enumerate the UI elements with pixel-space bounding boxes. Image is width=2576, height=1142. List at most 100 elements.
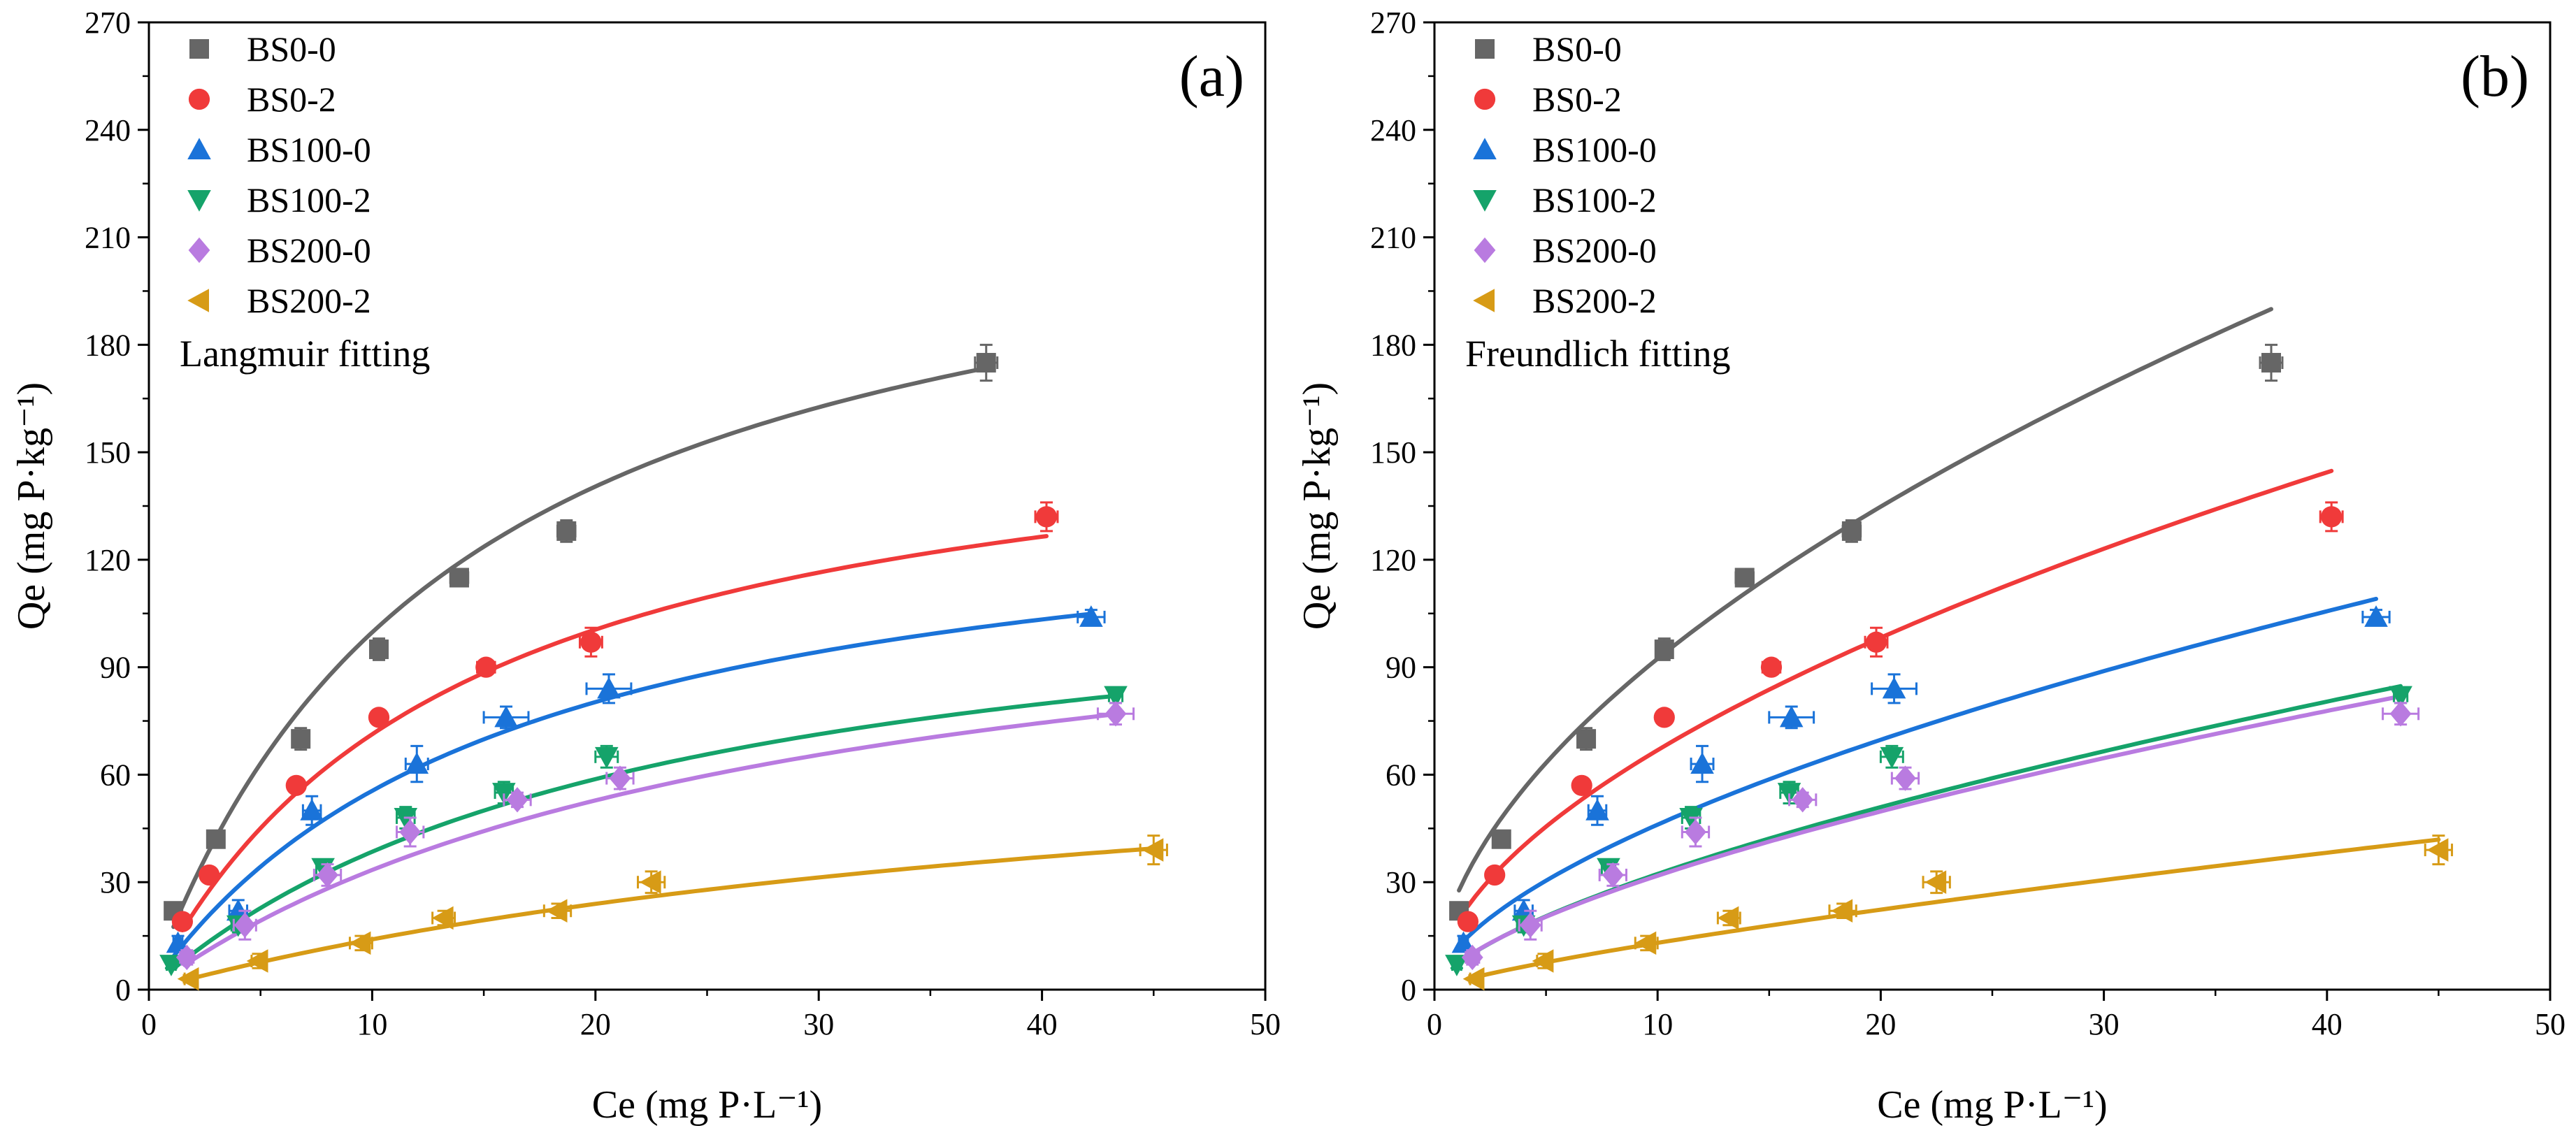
data-point-bs200-0 <box>2389 701 2412 727</box>
data-point-bs0-2 <box>1760 656 1783 678</box>
data-point-bs200-2 <box>2426 838 2449 862</box>
y-axis-label: Qe (mg P·kg⁻¹) <box>10 382 53 630</box>
data-point-bs100-0 <box>1585 798 1609 821</box>
data-point-bs200-2 <box>1532 949 1554 973</box>
y-tick-label: 90 <box>100 651 131 685</box>
data-point-bs100-0 <box>166 931 190 953</box>
data-point-bs100-2 <box>159 955 183 976</box>
data-point-bs100-0 <box>597 677 621 699</box>
legend-marker-bs100-2 <box>1473 190 1497 212</box>
data-point-bs0-0 <box>2261 352 2281 373</box>
data-point-bs200-2 <box>1924 870 1947 895</box>
data-point-bs200-2 <box>431 906 454 930</box>
legend-label: BS100-2 <box>247 180 371 219</box>
legend-label: BS200-0 <box>1532 231 1657 270</box>
data-point-bs100-2 <box>1104 686 1128 708</box>
data-point-bs100-0 <box>1779 705 1804 728</box>
x-tick-label: 40 <box>1027 1007 1058 1041</box>
x-tick-label: 50 <box>1250 1007 1281 1041</box>
y-tick-label: 270 <box>85 6 131 40</box>
x-tick-label: 10 <box>357 1007 387 1041</box>
data-point-bs0-2 <box>2321 506 2343 528</box>
data-point-bs200-2 <box>177 967 199 991</box>
data-point-bs0-0 <box>368 639 389 660</box>
data-point-bs200-0 <box>1461 944 1483 971</box>
data-point-bs0-0 <box>449 568 469 588</box>
data-point-bs0-0 <box>206 829 226 849</box>
legend-marker-bs0-2 <box>1474 88 1496 110</box>
legend-label: BS200-2 <box>247 281 371 320</box>
legend-label: BS0-2 <box>1532 80 1622 119</box>
x-tick-label: 0 <box>1427 1007 1442 1041</box>
x-tick-label: 20 <box>580 1007 611 1041</box>
y-tick-label: 30 <box>1386 865 1416 899</box>
fit-curve-bs200-2 <box>1470 837 2441 981</box>
fit-curve-bs0-2 <box>180 534 1049 932</box>
data-point-bs0-2 <box>199 864 220 886</box>
data-point-bs0-2 <box>1865 631 1887 653</box>
data-point-bs200-2 <box>639 870 661 895</box>
data-point-bs100-0 <box>1882 677 1906 699</box>
y-tick-label: 150 <box>1370 435 1416 470</box>
fitting-annotation: Langmuir fitting <box>180 333 430 375</box>
y-tick-label: 60 <box>100 758 131 792</box>
x-tick-label: 0 <box>141 1007 157 1041</box>
data-point-bs200-2 <box>1462 967 1485 991</box>
fit-curve-bs100-0 <box>1457 596 2378 948</box>
legend-marker-bs100-0 <box>1473 138 1497 159</box>
legend-marker-bs100-2 <box>187 190 211 212</box>
legend-marker-bs200-2 <box>1473 289 1495 312</box>
data-point-bs100-0 <box>1451 931 1476 953</box>
legend-marker-bs0-0 <box>1475 39 1495 59</box>
x-tick-label: 30 <box>2089 1007 2120 1041</box>
data-point-bs200-2 <box>349 931 371 955</box>
fit-curve-bs0-0 <box>1457 307 2273 892</box>
legend-label: BS0-2 <box>247 80 336 119</box>
data-point-bs100-2 <box>1445 955 1469 976</box>
data-point-bs0-2 <box>475 656 497 678</box>
y-tick-label: 30 <box>100 865 131 899</box>
data-point-bs200-2 <box>246 949 268 973</box>
x-tick-label: 30 <box>803 1007 834 1041</box>
y-tick-label: 90 <box>1386 651 1416 685</box>
data-point-bs0-0 <box>1491 829 1511 849</box>
data-point-bs0-2 <box>580 631 602 653</box>
x-tick-label: 40 <box>2312 1007 2343 1041</box>
legend-marker-bs100-0 <box>187 138 211 159</box>
data-point-bs200-0 <box>1685 819 1706 845</box>
data-point-bs200-0 <box>1104 701 1127 727</box>
data-point-bs200-2 <box>1831 899 1853 923</box>
legend-label: BS100-2 <box>1532 180 1657 219</box>
data-point-bs0-0 <box>1654 639 1674 660</box>
data-point-bs100-0 <box>405 752 429 774</box>
y-axis-label: Qe (mg P·kg⁻¹) <box>1295 382 1339 630</box>
data-point-bs100-0 <box>494 705 518 728</box>
data-point-bs200-0 <box>1792 787 1814 813</box>
legend-marker-bs200-2 <box>187 289 209 312</box>
data-point-bs0-0 <box>1734 568 1755 588</box>
data-point-bs100-2 <box>594 746 619 769</box>
data-point-bs200-0 <box>506 787 528 813</box>
legend-marker-bs0-0 <box>189 39 209 59</box>
data-point-bs200-2 <box>1717 906 1739 930</box>
data-point-bs200-0 <box>1519 912 1541 938</box>
y-tick-label: 150 <box>85 435 131 470</box>
y-tick-label: 0 <box>1401 973 1416 1007</box>
legend-marker-bs200-0 <box>1474 237 1496 263</box>
data-point-bs0-2 <box>368 707 390 728</box>
x-axis-label: Ce (mg P·L⁻¹) <box>592 1083 822 1127</box>
panel-label: (a) <box>1179 44 1244 109</box>
data-point-bs0-2 <box>171 911 194 932</box>
y-tick-label: 180 <box>85 328 131 362</box>
y-tick-label: 240 <box>85 113 131 147</box>
fit-curve-bs100-0 <box>171 612 1093 959</box>
data-point-bs0-0 <box>1841 521 1862 541</box>
y-tick-label: 120 <box>85 543 131 577</box>
y-tick-label: 270 <box>1370 6 1416 40</box>
y-tick-label: 180 <box>1370 328 1416 362</box>
data-point-bs100-0 <box>1690 752 1714 774</box>
y-tick-label: 120 <box>1370 543 1416 577</box>
data-point-bs0-2 <box>1457 911 1478 932</box>
data-point-bs200-2 <box>545 899 568 923</box>
